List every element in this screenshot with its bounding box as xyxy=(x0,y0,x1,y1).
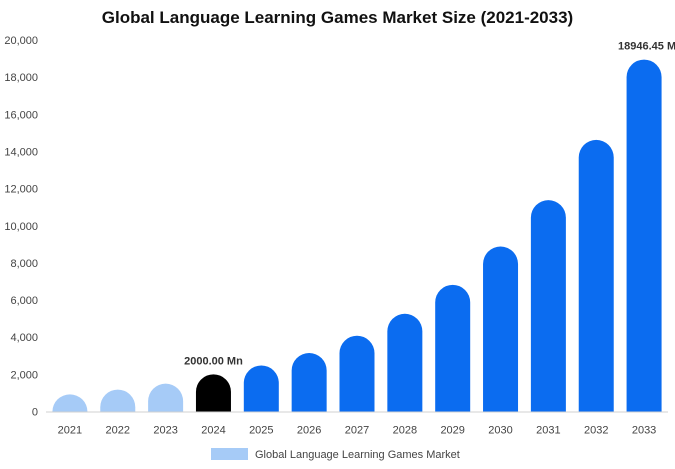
bar-2022[interactable] xyxy=(100,389,136,412)
y-tick-label: 14,000 xyxy=(4,146,38,158)
x-tick-label: 2026 xyxy=(297,425,321,437)
x-tick-label: 2027 xyxy=(345,425,369,437)
chart-title: Global Language Learning Games Market Si… xyxy=(101,8,574,27)
data-label-2033: 18946.45 M xyxy=(618,41,675,53)
bar-2024[interactable] xyxy=(195,374,231,412)
x-tick-label: 2024 xyxy=(201,425,225,437)
legend-label: Global Language Learning Games Market xyxy=(255,449,460,461)
y-tick-label: 4,000 xyxy=(10,332,38,344)
y-tick-label: 18,000 xyxy=(4,72,38,84)
x-tick-label: 2032 xyxy=(584,425,608,437)
y-tick-label: 20,000 xyxy=(4,35,38,47)
bar-2023[interactable] xyxy=(148,383,184,412)
y-tick-label: 12,000 xyxy=(4,184,38,196)
legend-swatch xyxy=(211,448,248,460)
data-label-2024: 2000.00 Mn xyxy=(184,355,243,367)
y-tick-label: 10,000 xyxy=(4,221,38,233)
x-tick-label: 2031 xyxy=(536,425,560,437)
x-tick-label: 2022 xyxy=(106,425,130,437)
x-tick-label: 2028 xyxy=(393,425,417,437)
bar-2028[interactable] xyxy=(387,313,423,412)
y-tick-label: 2,000 xyxy=(10,369,38,381)
bar-2025[interactable] xyxy=(243,365,279,412)
bar-2030[interactable] xyxy=(483,246,519,412)
bar-2026[interactable] xyxy=(291,352,327,412)
x-tick-label: 2021 xyxy=(58,425,82,437)
bar-2027[interactable] xyxy=(339,335,375,412)
bar-2031[interactable] xyxy=(530,200,566,412)
y-tick-label: 16,000 xyxy=(4,109,38,121)
bar-2021[interactable] xyxy=(52,394,88,412)
bar-2029[interactable] xyxy=(435,284,471,412)
y-tick-label: 0 xyxy=(32,407,38,419)
bar-2032[interactable] xyxy=(578,139,614,412)
bar-2033[interactable] xyxy=(626,59,662,412)
x-tick-label: 2029 xyxy=(440,425,464,437)
x-tick-label: 2033 xyxy=(632,425,656,437)
x-tick-label: 2030 xyxy=(488,425,512,437)
x-tick-label: 2025 xyxy=(249,425,273,437)
y-tick-label: 8,000 xyxy=(10,258,38,270)
y-tick-label: 6,000 xyxy=(10,295,38,307)
x-tick-label: 2023 xyxy=(153,425,177,437)
